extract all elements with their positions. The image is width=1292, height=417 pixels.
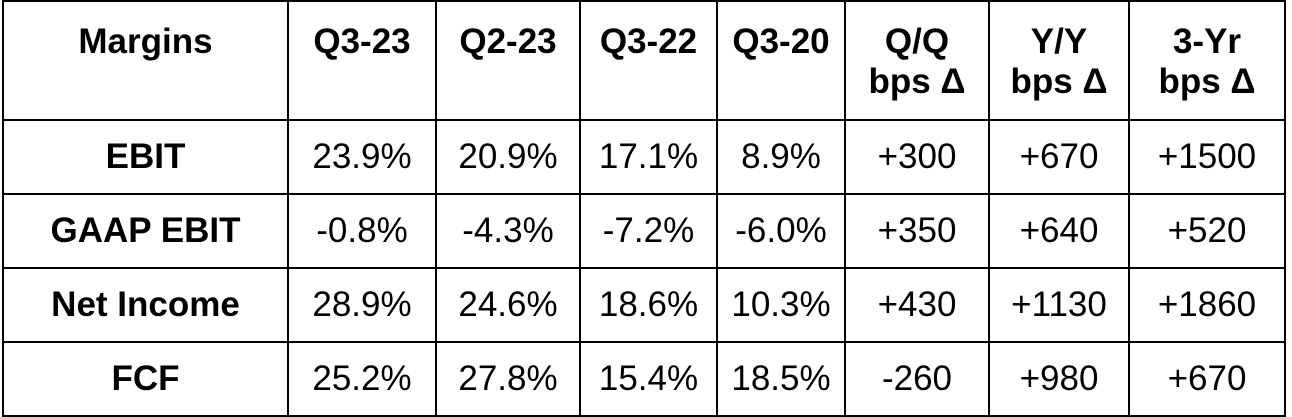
table-cell: 17.1% bbox=[579, 119, 718, 195]
table-cell: 24.6% bbox=[435, 267, 581, 343]
table-cell: +1860 bbox=[1128, 267, 1286, 343]
row-label: EBIT bbox=[2, 119, 289, 195]
header-label: Q/Q bbox=[884, 22, 950, 61]
header-label: Q3-23 bbox=[313, 22, 411, 61]
header-q2-23: Q2-23 bbox=[435, 0, 581, 121]
header-sublabel: bps Δ bbox=[868, 62, 966, 101]
table-cell: +520 bbox=[1128, 193, 1286, 269]
row-label: GAAP EBIT bbox=[2, 193, 289, 269]
row-label: Net Income bbox=[2, 267, 289, 343]
table-cell: 23.9% bbox=[287, 119, 437, 195]
table-cell: -6.0% bbox=[716, 193, 846, 269]
table-cell: +670 bbox=[988, 119, 1130, 195]
header-label: Y/Y bbox=[1030, 22, 1088, 61]
table-cell: +1130 bbox=[988, 267, 1130, 343]
table-row: Net Income 28.9% 24.6% 18.6% 10.3% +430 … bbox=[2, 267, 1286, 343]
header-sublabel: bps Δ bbox=[1010, 62, 1108, 101]
table-cell: +980 bbox=[988, 341, 1130, 417]
header-label: Q2-23 bbox=[459, 22, 557, 61]
table-row: GAAP EBIT -0.8% -4.3% -7.2% -6.0% +350 +… bbox=[2, 193, 1286, 269]
header-q3-22: Q3-22 bbox=[579, 0, 718, 121]
header-q3-23: Q3-23 bbox=[287, 0, 437, 121]
header-yy-bps: Y/Y bps Δ bbox=[988, 0, 1130, 121]
header-row: Margins Q3-23 Q2-23 Q3-22 Q3-20 Q/Q bps Δ… bbox=[2, 0, 1286, 121]
table-cell: 28.9% bbox=[287, 267, 437, 343]
table-cell: -260 bbox=[844, 341, 990, 417]
header-label: Q3-20 bbox=[732, 22, 830, 61]
header-sublabel: bps Δ bbox=[1158, 62, 1256, 101]
table-cell: 15.4% bbox=[579, 341, 718, 417]
header-label: 3-Yr bbox=[1172, 22, 1242, 61]
header-margins: Margins bbox=[2, 0, 289, 121]
header-label: Q3-22 bbox=[599, 22, 698, 61]
table-cell: 18.5% bbox=[716, 341, 846, 417]
table-row: FCF 25.2% 27.8% 15.4% 18.5% -260 +980 +6… bbox=[2, 341, 1286, 417]
table-cell: 10.3% bbox=[716, 267, 846, 343]
table-cell: +350 bbox=[844, 193, 990, 269]
table-cell: -7.2% bbox=[579, 193, 718, 269]
table-cell: -4.3% bbox=[435, 193, 581, 269]
table-cell: +670 bbox=[1128, 341, 1286, 417]
table-cell: 18.6% bbox=[579, 267, 718, 343]
table-cell: 27.8% bbox=[435, 341, 581, 417]
table-cell: 8.9% bbox=[716, 119, 846, 195]
header-margins-label: Margins bbox=[78, 22, 213, 61]
table-cell: -0.8% bbox=[287, 193, 437, 269]
header-q3-20: Q3-20 bbox=[716, 0, 846, 121]
table-cell: +1500 bbox=[1128, 119, 1286, 195]
table-cell: 20.9% bbox=[435, 119, 581, 195]
row-label: FCF bbox=[2, 341, 289, 417]
table-row: EBIT 23.9% 20.9% 17.1% 8.9% +300 +670 +1… bbox=[2, 119, 1286, 195]
table-cell: 25.2% bbox=[287, 341, 437, 417]
header-qq-bps: Q/Q bps Δ bbox=[844, 0, 990, 121]
table-cell: +640 bbox=[988, 193, 1130, 269]
table-cell: +430 bbox=[844, 267, 990, 343]
header-3yr-bps: 3-Yr bps Δ bbox=[1128, 0, 1286, 121]
table-cell: +300 bbox=[844, 119, 990, 195]
